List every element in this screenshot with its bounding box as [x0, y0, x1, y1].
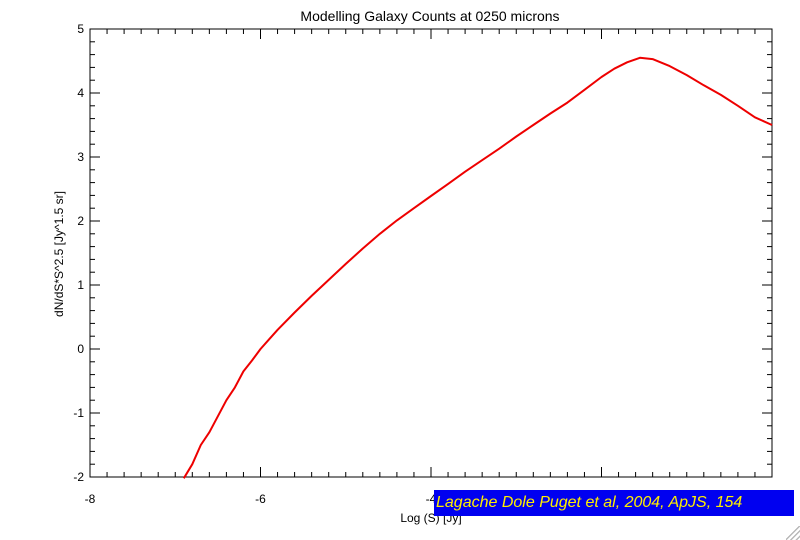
y-tick-label: 3	[77, 150, 84, 164]
y-tick-label: 1	[77, 278, 84, 292]
y-axis-label: dN/dS*S^2.5 [Jy^1.5 sr]	[52, 191, 66, 317]
chart-title: Modelling Galaxy Counts at 0250 microns	[300, 8, 559, 24]
citation-annotation: Lagache Dole Puget et al, 2004, ApJS, 15…	[434, 490, 794, 516]
y-tick-label: 5	[77, 22, 84, 36]
y-tick-label: -2	[73, 470, 84, 484]
y-tick-label: 4	[77, 86, 84, 100]
x-tick-label: -6	[255, 492, 266, 506]
plot-frame	[89, 28, 773, 478]
y-tick-label: 2	[77, 214, 84, 228]
y-tick-label: -1	[73, 406, 84, 420]
series-layer	[182, 56, 773, 479]
x-axis: -8-6-4-20	[85, 29, 776, 506]
y-tick-label: 0	[77, 342, 84, 356]
series-line	[182, 56, 773, 479]
x-tick-label: -4	[426, 492, 437, 506]
resize-grip-icon[interactable]	[786, 526, 800, 540]
x-tick-label: -8	[85, 492, 96, 506]
plot-border	[89, 28, 773, 478]
y-axis: -2 -1 0 1 2 3 4 5	[73, 22, 772, 484]
